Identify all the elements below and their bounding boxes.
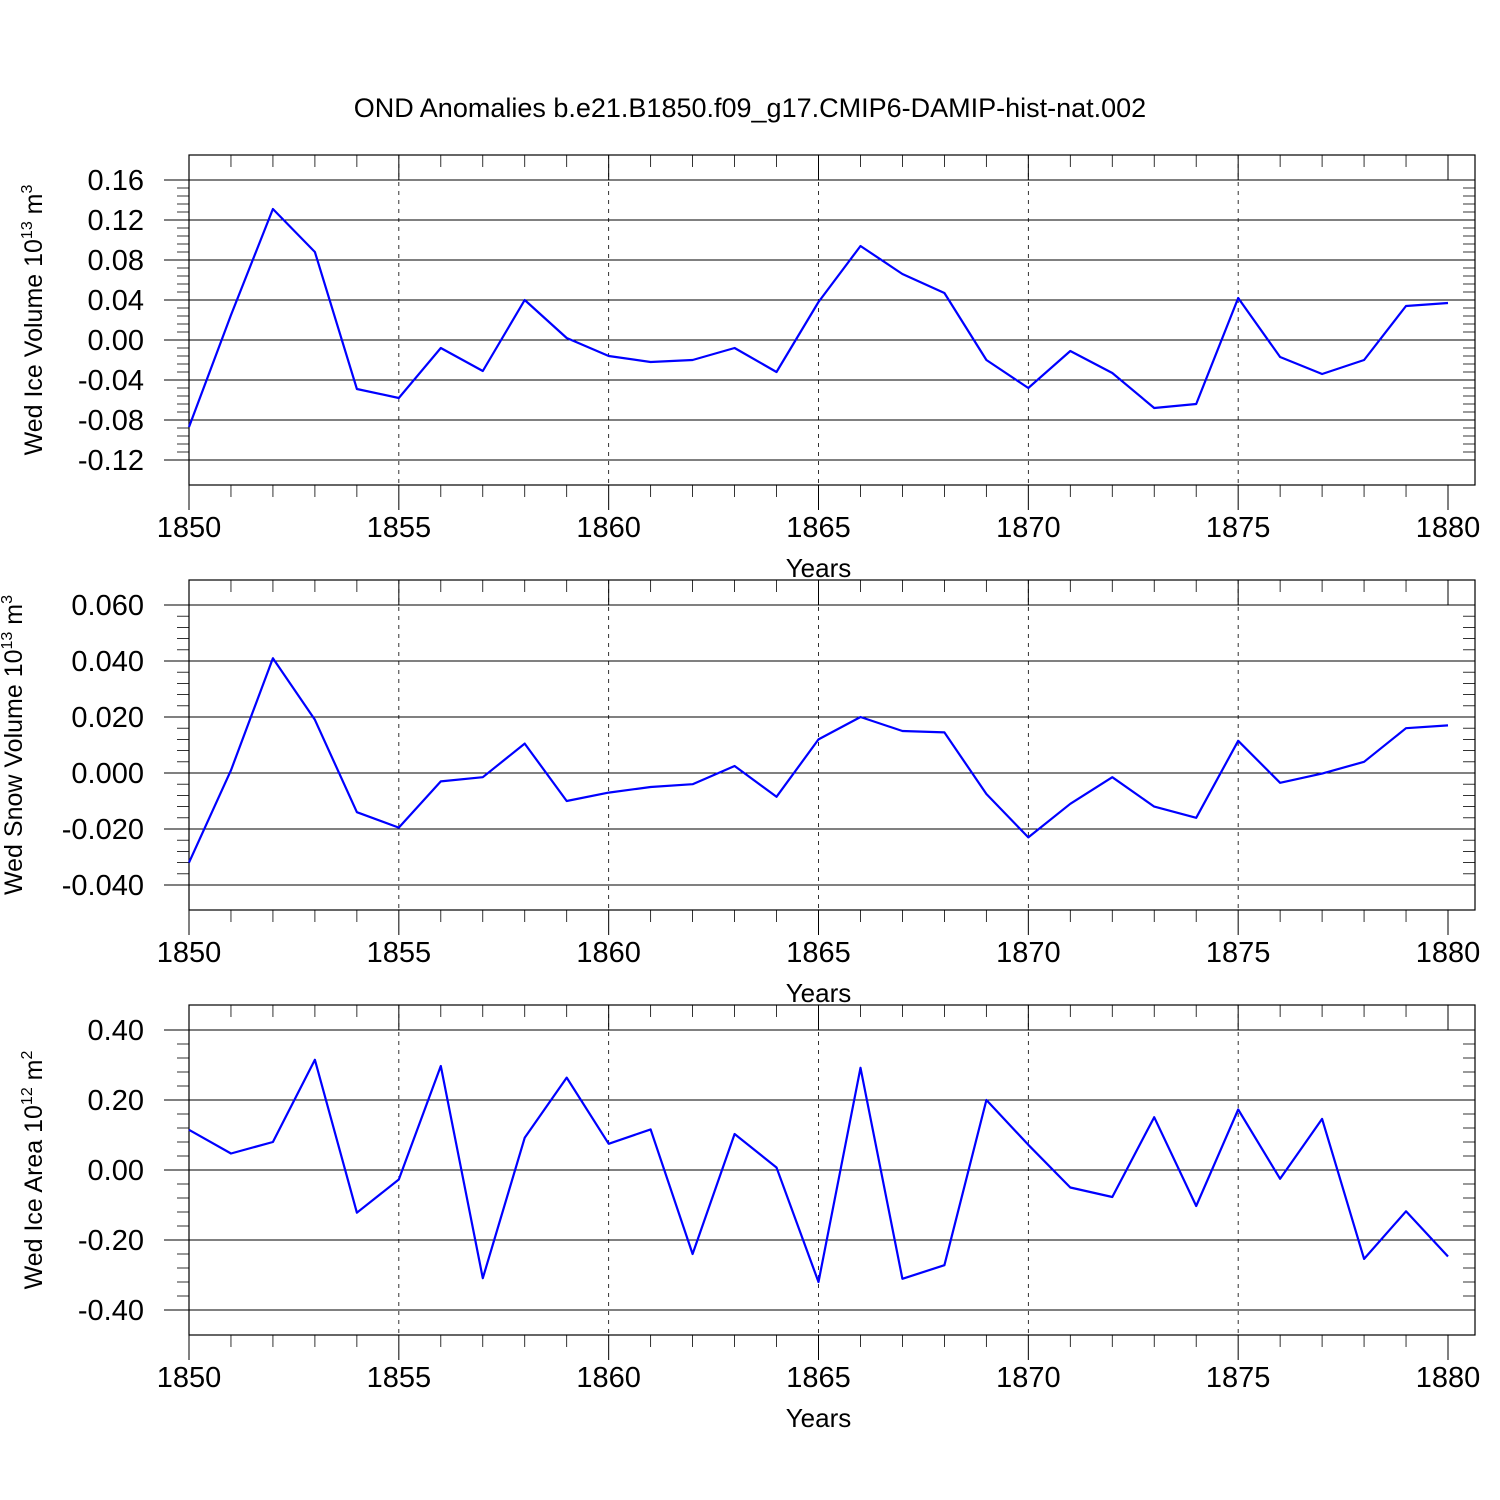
y-tick-label: 0.000 (71, 758, 144, 790)
x-tick-label: 1865 (786, 937, 851, 969)
plot-frame (189, 580, 1475, 910)
y-tick-label: 0.020 (71, 702, 144, 734)
x-axis-label: Years (786, 1403, 852, 1433)
y-tick-label: 0.08 (88, 245, 144, 277)
y-axis-label: Wed Ice Volume 1013 m3 (19, 184, 48, 455)
ice-volume-panel: -0.12 -0.08 -0.04 0.00 0.04 0.08 0.12 0.16 1850 1… (19, 155, 1480, 583)
chart-title: OND Anomalies b.e21.B1850.f09_g17.CMIP6-… (354, 93, 1146, 123)
x-tick-label: 1880 (1416, 937, 1481, 969)
plot-frame (189, 155, 1475, 485)
figure: OND Anomalies b.e21.B1850.f09_g17.CMIP6-… (0, 0, 1500, 1500)
x-tick-label: 1870 (996, 1362, 1061, 1394)
x-tick-label: 1875 (1206, 1362, 1271, 1394)
x-tick-label: 1855 (367, 1362, 432, 1394)
x-tick-label: 1850 (157, 1362, 222, 1394)
y-tick-label: 0.12 (88, 205, 144, 237)
x-tick-label: 1865 (786, 512, 851, 544)
x-tick-label: 1875 (1206, 512, 1271, 544)
x-tick-label: 1860 (576, 1362, 641, 1394)
y-tick-label: 0.00 (88, 1155, 144, 1187)
y-tick-label: 0.16 (88, 165, 144, 197)
x-tick-label: 1860 (576, 937, 641, 969)
x-tick-label: 1870 (996, 937, 1061, 969)
x-tick-label: 1870 (996, 512, 1061, 544)
y-tick-label: -0.04 (78, 365, 144, 397)
y-tick-label: 0.04 (88, 285, 144, 317)
snow-volume-panel: -0.040 -0.020 0.000 0.020 0.040 0.060 1850 1855… (0, 580, 1480, 1008)
y-tick-label: -0.12 (78, 445, 144, 477)
y-tick-label: 0.40 (88, 1015, 144, 1047)
y-tick-label: -0.40 (78, 1295, 144, 1327)
y-tick-label: 0.20 (88, 1085, 144, 1117)
x-axis-label: Years (786, 978, 852, 1008)
y-tick-label: 0.00 (88, 325, 144, 357)
x-axis-label: Years (786, 553, 852, 583)
y-tick-label: -0.020 (62, 814, 144, 846)
ice-area-panel: -0.40 -0.20 0.00 0.20 0.40 1850 1855 1860 1865 18… (19, 1005, 1480, 1433)
x-tick-label: 1880 (1416, 512, 1481, 544)
y-tick-label: 0.040 (71, 646, 144, 678)
x-tick-label: 1865 (786, 1362, 851, 1394)
y-tick-label: -0.08 (78, 405, 144, 437)
y-tick-label: -0.20 (78, 1225, 144, 1257)
x-tick-label: 1850 (157, 512, 222, 544)
y-axis-label: Wed Ice Area 1012 m2 (19, 1050, 48, 1289)
y-tick-label: 0.060 (71, 590, 144, 622)
x-tick-label: 1855 (367, 512, 432, 544)
x-tick-label: 1855 (367, 937, 432, 969)
y-axis-label: Wed Snow Volume 1013 m3 (0, 595, 28, 895)
x-tick-label: 1860 (576, 512, 641, 544)
x-tick-label: 1875 (1206, 937, 1271, 969)
x-tick-label: 1880 (1416, 1362, 1481, 1394)
y-tick-label: -0.040 (62, 870, 144, 902)
x-tick-label: 1850 (157, 937, 222, 969)
